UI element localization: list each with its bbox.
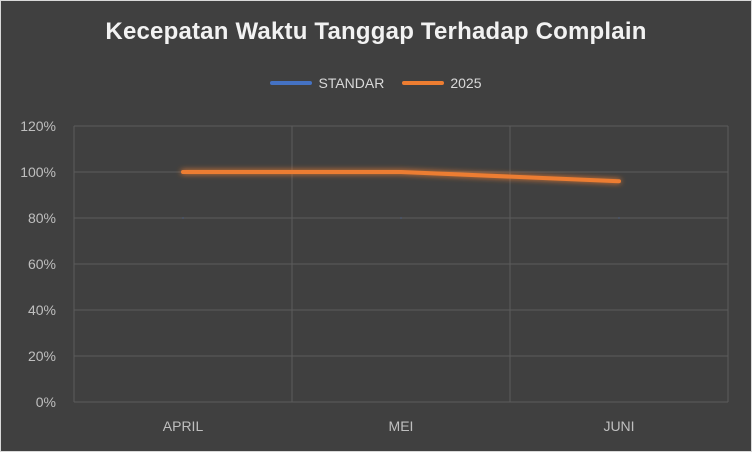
legend-item-2025: 2025 [402,75,482,91]
x-tick-label: JUNI [603,418,634,434]
y-tick-label: 100% [20,164,56,180]
data-point-2025 [400,171,402,173]
legend-swatch-standar [270,81,313,85]
y-tick-label: 120% [20,118,56,134]
chart-legend: STANDAR 2025 [0,75,752,91]
chart-title: Kecepatan Waktu Tanggap Terhadap Complai… [105,18,647,45]
data-point-2025 [618,180,620,182]
y-tick-label: 20% [28,348,56,364]
y-tick-label: 60% [28,256,56,272]
legend-swatch-2025 [402,81,445,85]
legend-item-standar: STANDAR [270,75,384,91]
y-tick-label: 0% [36,394,56,410]
data-point-standar [400,217,402,219]
x-tick-label: MEI [389,418,414,434]
legend-label-2025: 2025 [450,75,482,91]
series-line-2025 [181,170,621,184]
y-tick-label: 40% [28,302,56,318]
data-point-standar [618,217,620,219]
data-point-2025 [182,171,184,173]
data-point-standar [182,217,184,219]
legend-label-standar: STANDAR [318,75,385,91]
x-tick-label: APRIL [163,418,204,434]
y-tick-label: 80% [28,210,56,226]
